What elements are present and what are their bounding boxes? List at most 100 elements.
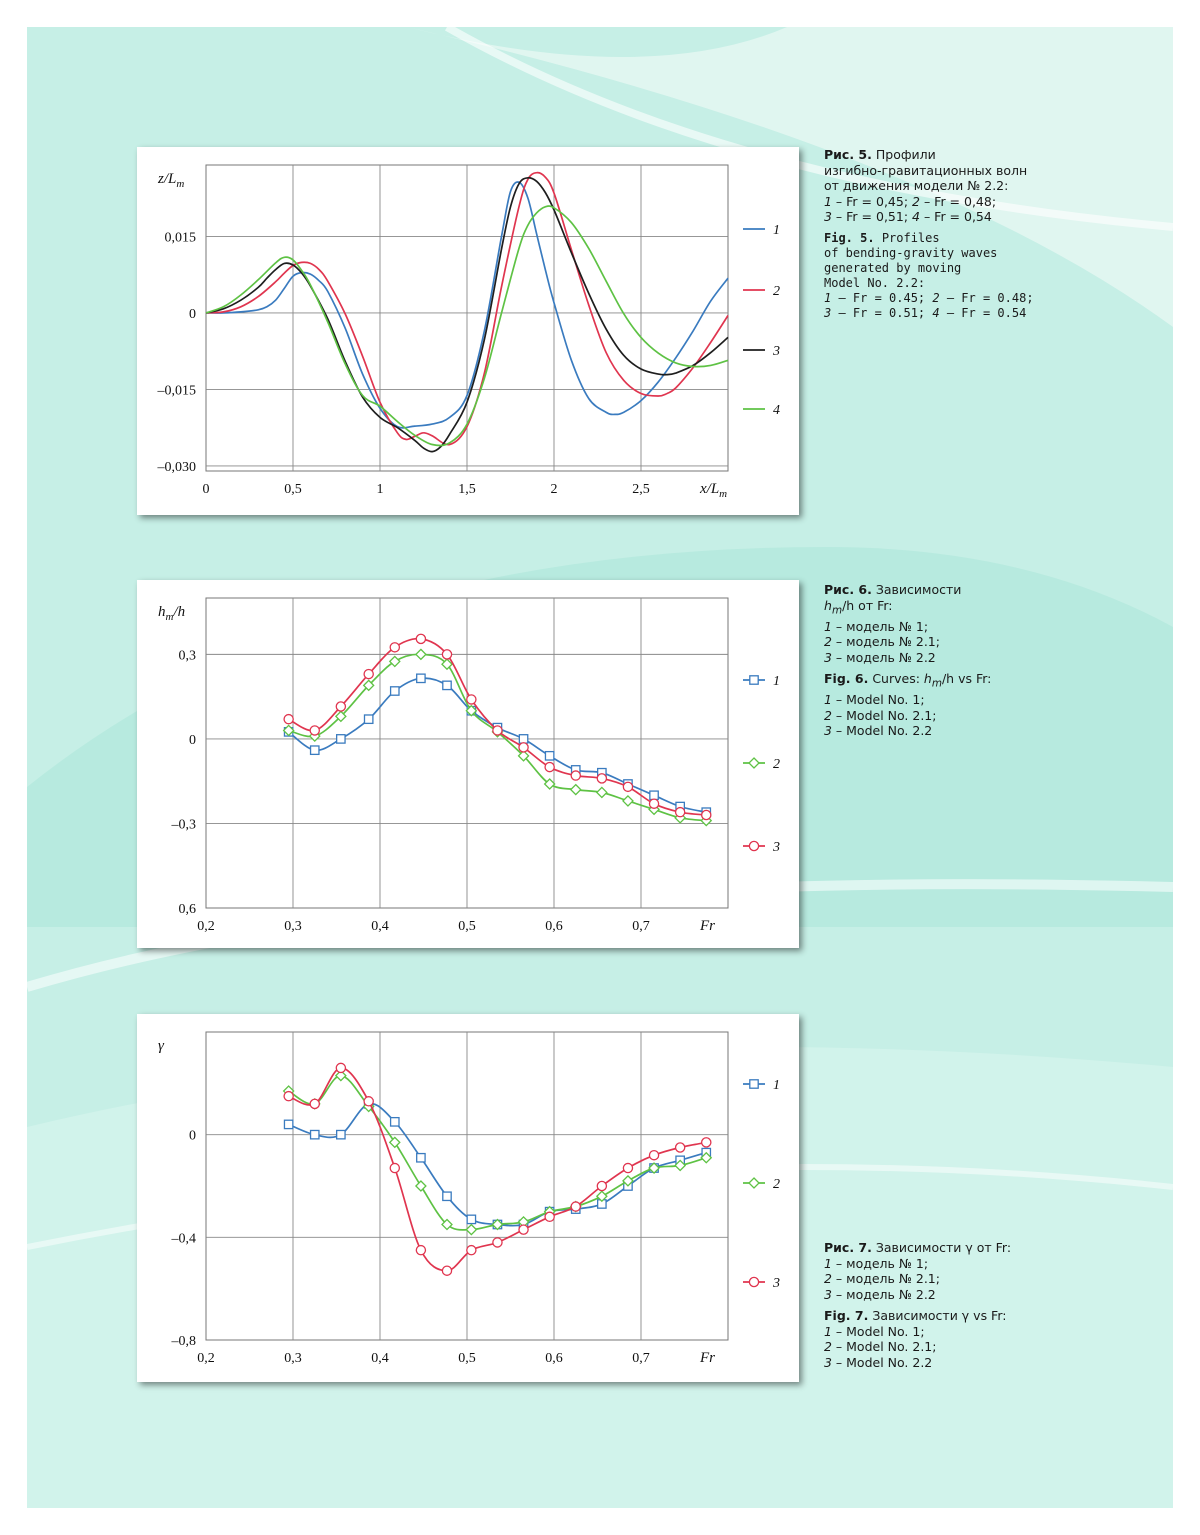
legend-item-1: 1 — [743, 223, 780, 238]
data-point-circle — [336, 702, 345, 711]
legend-label: 3 — [772, 840, 780, 855]
item-number: 4 — [912, 209, 920, 224]
figure-5-label-en: Fig. 5. — [824, 231, 875, 245]
legend-label: 1 — [773, 223, 780, 238]
x-tick-label: 0,2 — [197, 1351, 215, 1366]
item-text: – Fr = 0.54 — [940, 306, 1027, 320]
data-point-circle — [493, 1238, 502, 1247]
figure-7-caption-en: Fig. 7. Зависимости γ vs Fr: 1 – Model N… — [824, 1308, 1011, 1370]
data-point-circle — [571, 771, 580, 780]
data-point-circle — [649, 1151, 658, 1160]
figure-5-title-ru-1: Профили — [876, 147, 936, 162]
figure-7-item-en: 3 – Model No. 2.2 — [824, 1355, 1011, 1371]
figure-5-item-en: 3 – Fr = 0.51; 4 – Fr = 0.54 — [824, 306, 1034, 321]
figure-5-label-ru: Рис. 5. — [824, 147, 872, 162]
data-point-circle — [364, 669, 373, 678]
data-point-circle — [336, 1063, 345, 1072]
series-1 — [284, 674, 710, 816]
x-tick-label: 0,5 — [458, 919, 476, 934]
figure-5-chart: 1234 00,511,522,50,0150–0,015–0,030z/Lmx… — [137, 147, 799, 515]
data-point-square — [311, 746, 319, 754]
x-axis-label: x/Lm — [699, 481, 727, 500]
data-point-circle — [702, 1138, 711, 1147]
data-point-circle — [519, 743, 528, 752]
y-tick-label: 0 — [189, 307, 196, 322]
x-tick-label: 0,5 — [458, 1351, 476, 1366]
x-tick-label: 2,5 — [632, 482, 650, 497]
y-tick-label: –0,8 — [171, 1334, 197, 1349]
y-axis-label: z/Lm — [157, 171, 184, 190]
figure-7-item-en: 2 – Model No. 2.1; — [824, 1339, 1011, 1355]
data-point-square — [750, 676, 758, 684]
item-number: 2 — [912, 194, 920, 209]
series-line-1 — [289, 678, 707, 812]
figure-7-caption-ru: Рис. 7. Зависимости γ от Fr: 1 – модель … — [824, 1240, 1011, 1302]
data-point-square — [391, 687, 399, 695]
figure-7-chart: 123 0,20,30,40,50,60,70–0,4–0,8γFr — [137, 1014, 799, 1382]
title-rest: /h vs Fr: — [942, 671, 991, 686]
figure-5-legend: 1234 — [743, 223, 780, 418]
data-point-circle — [597, 774, 606, 783]
data-point-diamond — [749, 1178, 759, 1188]
data-point-diamond — [571, 785, 581, 795]
legend-label: 2 — [773, 1177, 780, 1192]
figure-6-caption: Рис. 6. Зависимости hm/h от Fr: 1 – моде… — [824, 582, 991, 745]
data-point-circle — [623, 1163, 632, 1172]
variable-h: h — [924, 671, 932, 686]
y-tick-label: –0,4 — [171, 1231, 197, 1246]
figure-5-title-en-3: generated by moving — [824, 261, 1034, 276]
item-number: 2 — [824, 634, 832, 649]
data-point-circle — [467, 695, 476, 704]
legend-item-1: 1 — [743, 674, 780, 689]
data-point-diamond — [749, 758, 759, 768]
figure-6-legend: 123 — [743, 674, 780, 855]
figure-6-item-ru: 2 – модель № 2.1; — [824, 634, 991, 650]
data-point-circle — [390, 1163, 399, 1172]
item-number: 1 — [824, 619, 832, 634]
item-text: – модель № 1; — [832, 1256, 928, 1271]
item-text: – модель № 2.2 — [832, 1287, 936, 1302]
legend-item-3: 3 — [743, 1276, 780, 1291]
data-point-square — [391, 1118, 399, 1126]
figure-7-label-en: Fig. 7. — [824, 1308, 868, 1323]
data-point-diamond — [416, 1181, 426, 1191]
data-point-circle — [310, 726, 319, 735]
figure-7-series — [284, 1063, 712, 1275]
item-number: 1 — [824, 1256, 832, 1271]
figure-6-chart: 123 0,20,30,40,50,60,70,30–0,30,6hm/hFr — [137, 580, 799, 948]
data-point-square — [443, 681, 451, 689]
item-number: 3 — [824, 723, 832, 738]
legend-item-3: 3 — [743, 344, 780, 359]
x-tick-label: 2 — [551, 482, 558, 497]
item-text: – Fr = 0,45; — [832, 194, 912, 209]
data-point-circle — [519, 1225, 528, 1234]
figure-6-item-ru: 3 – модель № 2.2 — [824, 650, 991, 666]
data-point-circle — [467, 1246, 476, 1255]
figure-7-grid — [206, 1032, 728, 1340]
item-text: – Fr = 0.45; — [831, 291, 932, 305]
legend-label: 1 — [773, 1078, 780, 1093]
item-text: – модель № 1; — [832, 619, 928, 634]
x-tick-label: 0,6 — [545, 919, 563, 934]
data-point-diamond — [390, 656, 400, 666]
item-text: – Model No. 2.1; — [832, 708, 937, 723]
item-number: 3 — [824, 1355, 832, 1370]
item-text: – Model No. 1; — [832, 1324, 925, 1339]
data-point-square — [337, 735, 345, 743]
item-number: 1 — [824, 194, 832, 209]
data-point-circle — [416, 634, 425, 643]
series-1 — [284, 1100, 710, 1229]
data-point-square — [311, 1130, 319, 1138]
data-point-circle — [545, 762, 554, 771]
y-tick-label: 0,6 — [179, 902, 197, 917]
x-axis-label: Fr — [699, 918, 715, 934]
subscript-m: m — [832, 604, 842, 616]
figure-7-label-ru: Рис. 7. — [824, 1240, 872, 1255]
x-tick-label: 1,5 — [458, 482, 476, 497]
item-number: 3 — [824, 1287, 832, 1302]
series-line-1 — [289, 1104, 707, 1226]
figure-7-caption: Рис. 7. Зависимости γ от Fr: 1 – модель … — [824, 1240, 1011, 1376]
item-number: 1 — [824, 1324, 832, 1339]
figure-6-series — [284, 634, 712, 825]
data-point-square — [545, 752, 553, 760]
